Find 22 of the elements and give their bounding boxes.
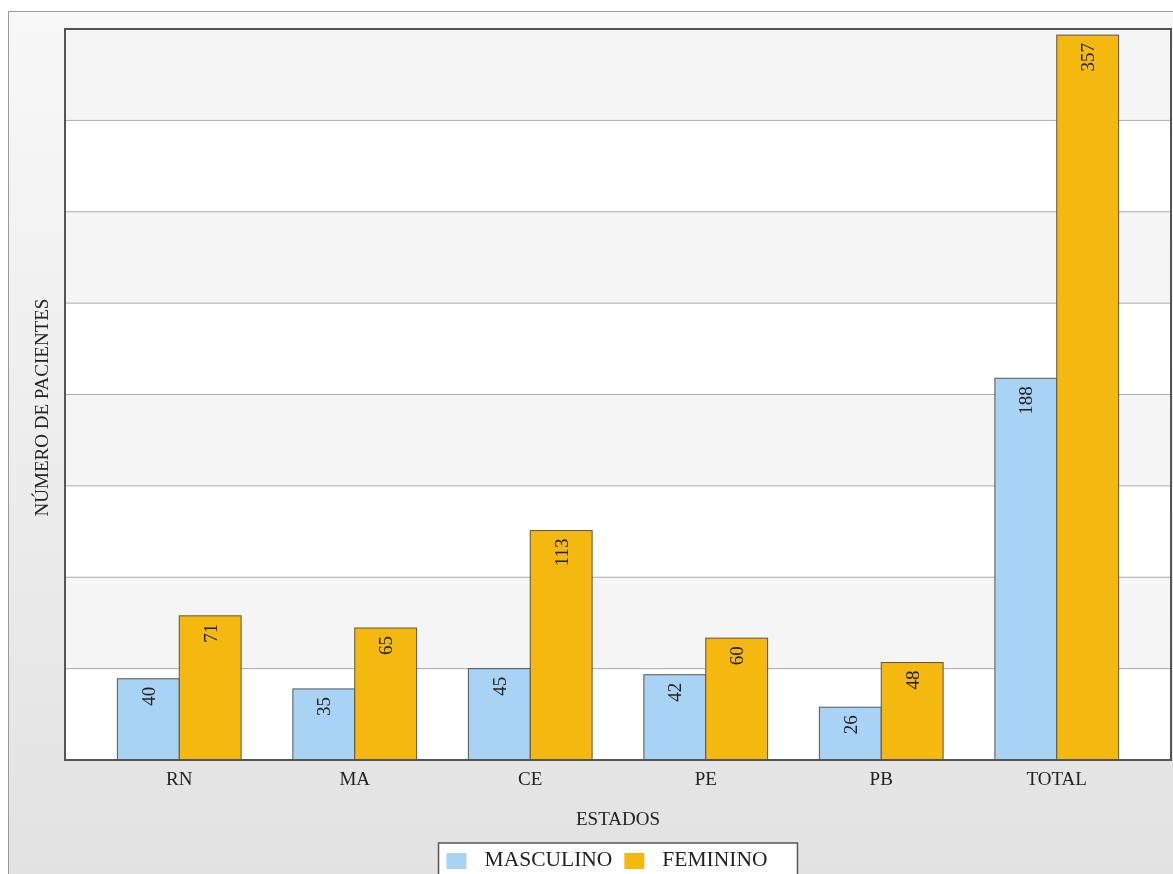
x-tick-label: MA	[339, 768, 371, 790]
data-label: 60	[726, 646, 748, 666]
data-label: 45	[488, 676, 510, 696]
data-label: 65	[375, 636, 397, 656]
x-axis-title: ESTADOS	[576, 808, 660, 829]
legend-label: MASCULINO	[484, 847, 613, 871]
data-label: 35	[313, 696, 335, 716]
data-label: 26	[839, 715, 861, 735]
data-label: 357	[1077, 43, 1099, 72]
y-axis-title: NÚMERO DE PACIENTES	[31, 298, 52, 517]
x-tick-label: PE	[694, 768, 717, 790]
x-tick-label: TOTAL	[1026, 768, 1087, 790]
data-label: 113	[550, 538, 572, 567]
x-tick-label: RN	[166, 768, 193, 790]
data-label: 71	[199, 623, 221, 643]
data-label: 42	[664, 682, 686, 702]
data-label: 188	[1015, 386, 1037, 415]
x-tick-label: CE	[518, 768, 543, 790]
data-label: 48	[901, 670, 923, 690]
legend-label: FEMININO	[662, 847, 768, 871]
data-label: 40	[137, 686, 159, 706]
x-tick-label: PB	[869, 768, 893, 790]
